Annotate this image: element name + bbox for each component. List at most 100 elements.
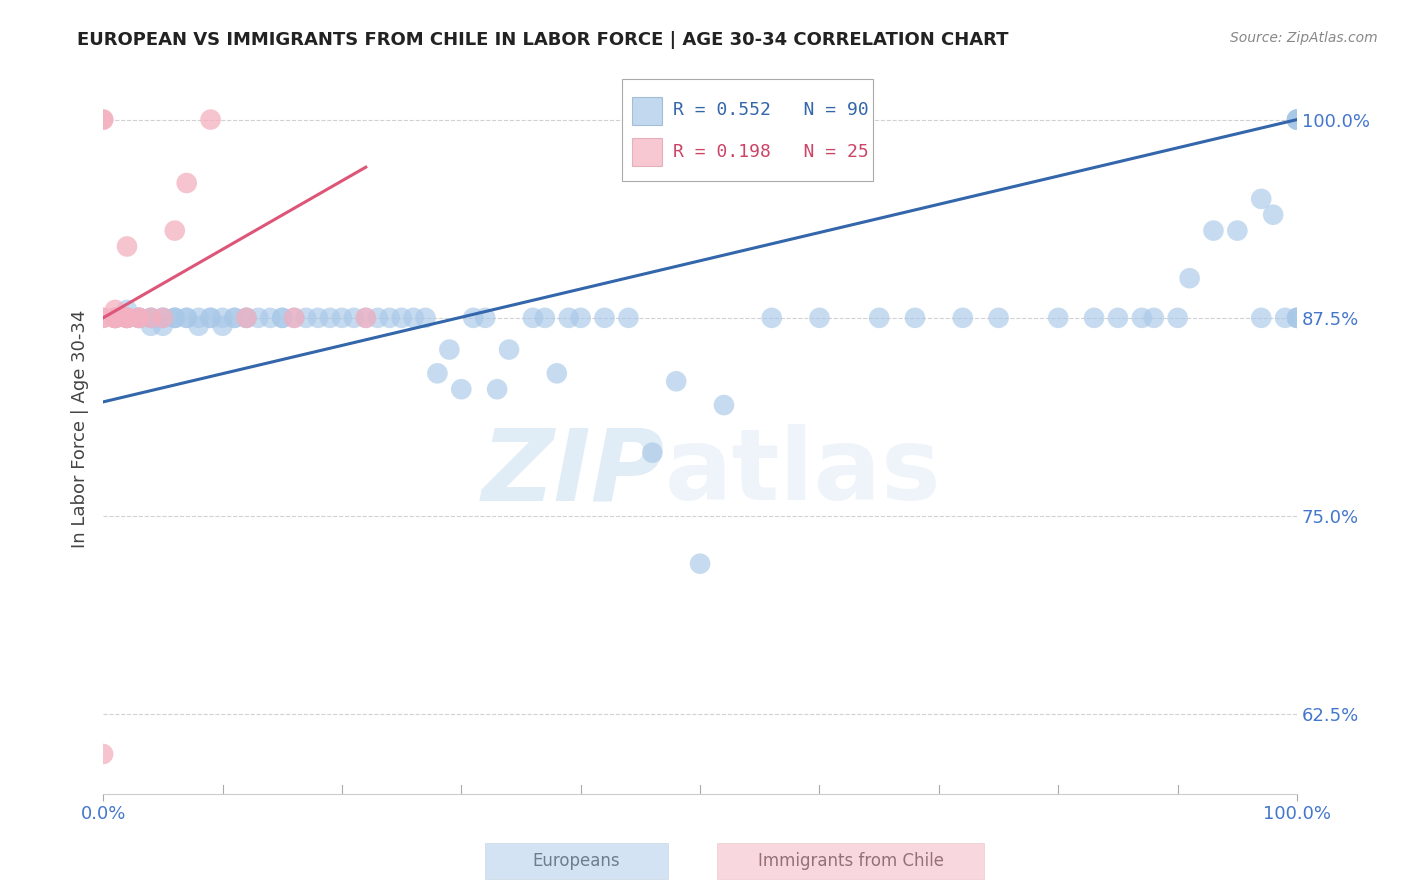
Point <box>200 112 222 127</box>
Point <box>463 310 485 325</box>
Point <box>104 310 127 325</box>
Point <box>904 310 927 325</box>
Text: Source: ZipAtlas.com: Source: ZipAtlas.com <box>1230 31 1378 45</box>
Point <box>235 310 257 325</box>
Text: atlas: atlas <box>664 424 941 521</box>
Point <box>163 310 186 325</box>
Point <box>115 302 138 317</box>
Point <box>987 310 1010 325</box>
Point <box>104 310 127 325</box>
Point <box>91 310 114 325</box>
Point <box>115 310 138 325</box>
Point <box>163 310 186 325</box>
Point <box>593 310 616 325</box>
Text: EUROPEAN VS IMMIGRANTS FROM CHILE IN LABOR FORCE | AGE 30-34 CORRELATION CHART: EUROPEAN VS IMMIGRANTS FROM CHILE IN LAB… <box>77 31 1010 49</box>
Point <box>689 557 711 571</box>
Point <box>91 310 114 325</box>
Point <box>271 310 294 325</box>
Point <box>128 310 150 325</box>
Point <box>139 310 162 325</box>
Point <box>1083 310 1105 325</box>
Point <box>187 318 209 333</box>
Point <box>139 318 162 333</box>
Point <box>152 310 174 325</box>
Point <box>474 310 496 325</box>
Point <box>354 310 377 325</box>
Point <box>439 343 461 357</box>
Point <box>152 310 174 325</box>
FancyBboxPatch shape <box>633 97 662 125</box>
Point <box>558 310 581 325</box>
Point <box>1263 208 1285 222</box>
Point <box>546 367 568 381</box>
Point <box>91 112 114 127</box>
Point <box>307 310 329 325</box>
Point <box>1286 310 1309 325</box>
Point <box>247 310 270 325</box>
Point <box>104 302 127 317</box>
Y-axis label: In Labor Force | Age 30-34: In Labor Force | Age 30-34 <box>72 310 89 548</box>
Point <box>665 374 688 388</box>
Point <box>115 310 138 325</box>
Point <box>534 310 557 325</box>
Point <box>176 310 198 325</box>
Point <box>1250 310 1272 325</box>
Point <box>176 310 198 325</box>
Text: R = 0.552   N = 90: R = 0.552 N = 90 <box>672 101 869 119</box>
Point <box>211 318 233 333</box>
Point <box>139 310 162 325</box>
Point <box>378 310 401 325</box>
Point <box>1286 112 1309 127</box>
Point <box>391 310 413 325</box>
Point <box>617 310 640 325</box>
Point <box>115 310 138 325</box>
Point <box>402 310 425 325</box>
Point <box>1274 310 1296 325</box>
Point <box>104 310 127 325</box>
Point <box>1286 112 1309 127</box>
Point <box>343 310 366 325</box>
Point <box>128 310 150 325</box>
Point <box>283 310 305 325</box>
Point <box>224 310 246 325</box>
Point <box>1047 310 1070 325</box>
Point <box>1107 310 1129 325</box>
Point <box>498 343 520 357</box>
Point <box>952 310 974 325</box>
Point <box>104 310 127 325</box>
Point <box>115 310 138 325</box>
FancyBboxPatch shape <box>633 138 662 166</box>
Point <box>104 310 127 325</box>
Point <box>259 310 281 325</box>
Point <box>1286 310 1309 325</box>
Text: R = 0.198   N = 25: R = 0.198 N = 25 <box>672 143 869 161</box>
Point <box>1286 112 1309 127</box>
Point <box>176 176 198 190</box>
Text: Immigrants from Chile: Immigrants from Chile <box>758 852 943 870</box>
Point <box>1286 310 1309 325</box>
Point <box>128 310 150 325</box>
Point <box>115 239 138 253</box>
Point <box>115 310 138 325</box>
Point <box>91 747 114 761</box>
Point <box>163 224 186 238</box>
Point <box>104 310 127 325</box>
Point <box>1286 112 1309 127</box>
Point <box>152 310 174 325</box>
Point <box>1250 192 1272 206</box>
Point <box>319 310 342 325</box>
Point <box>1202 224 1225 238</box>
Point <box>235 310 257 325</box>
Point <box>808 310 831 325</box>
Point <box>200 310 222 325</box>
Text: Europeans: Europeans <box>533 852 620 870</box>
Point <box>1130 310 1153 325</box>
Point <box>522 310 544 325</box>
Point <box>128 310 150 325</box>
Point <box>868 310 890 325</box>
Point <box>415 310 437 325</box>
Point <box>1226 224 1249 238</box>
Point <box>1167 310 1189 325</box>
Point <box>713 398 735 412</box>
Point <box>187 310 209 325</box>
